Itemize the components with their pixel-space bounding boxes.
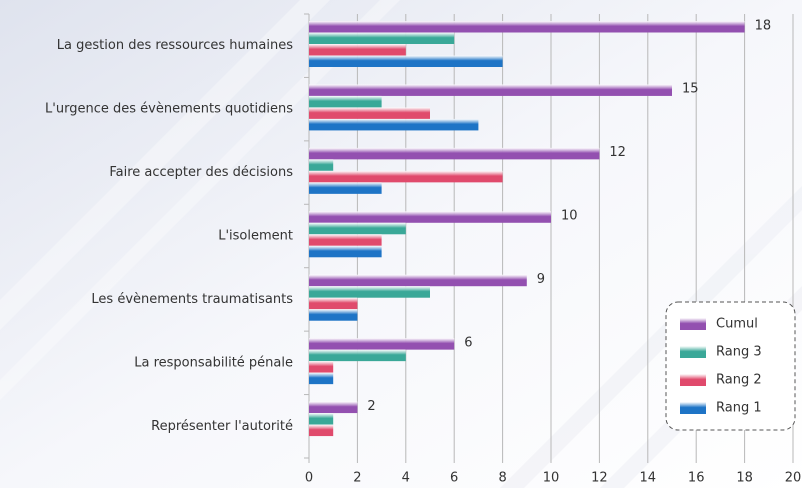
legend-label: Rang 3 bbox=[716, 345, 762, 360]
x-tick-label: 14 bbox=[640, 471, 657, 486]
legend-label: Rang 2 bbox=[716, 373, 762, 388]
bar bbox=[309, 84, 672, 96]
bar bbox=[309, 171, 503, 183]
bar bbox=[309, 148, 599, 160]
bar bbox=[309, 309, 357, 321]
data-label: 10 bbox=[561, 209, 578, 224]
bar bbox=[309, 234, 382, 246]
legend-label: Cumul bbox=[716, 317, 758, 332]
y-tick-label: Faire accepter des décisions bbox=[109, 165, 293, 180]
bar bbox=[309, 21, 745, 33]
y-tick-label: L'urgence des évènements quotidiens bbox=[45, 102, 293, 117]
x-tick-label: 2 bbox=[353, 471, 361, 486]
x-tick-label: 10 bbox=[543, 471, 560, 486]
legend-swatch bbox=[680, 402, 706, 414]
bar bbox=[309, 56, 503, 68]
bar bbox=[309, 425, 333, 437]
bar bbox=[309, 211, 551, 223]
x-tick-label: 20 bbox=[785, 471, 802, 486]
data-label: 6 bbox=[464, 335, 472, 350]
bar bbox=[309, 33, 454, 45]
bar bbox=[309, 182, 382, 194]
legend-swatch bbox=[680, 346, 706, 358]
bar bbox=[309, 44, 406, 56]
chart: 0 2 4 6 8 10 12 14 16 18 20 La gestion des ressourc… bbox=[0, 0, 802, 488]
x-tick-label: 0 bbox=[305, 471, 313, 486]
y-tick-label: La gestion des ressources humaines bbox=[57, 38, 293, 53]
bar bbox=[309, 402, 357, 414]
x-tick-label: 4 bbox=[402, 471, 410, 486]
bar bbox=[309, 107, 430, 119]
bar bbox=[309, 119, 478, 131]
y-tick-label: L'isolement bbox=[218, 229, 293, 244]
bar bbox=[309, 361, 333, 373]
bar bbox=[309, 246, 382, 257]
x-tick-label: 6 bbox=[450, 471, 458, 486]
bar bbox=[309, 286, 430, 298]
y-tick-label: La responsabilité pénale bbox=[134, 355, 293, 370]
data-label: 12 bbox=[609, 145, 626, 160]
bar bbox=[309, 223, 406, 235]
x-tick-label: 16 bbox=[688, 471, 705, 486]
bar bbox=[309, 338, 454, 350]
data-label: 2 bbox=[367, 399, 375, 414]
data-label: 9 bbox=[537, 272, 545, 287]
legend-label: Rang 1 bbox=[716, 401, 762, 416]
data-label: 18 bbox=[755, 18, 772, 33]
legend-swatch bbox=[680, 318, 706, 330]
bar bbox=[309, 298, 357, 310]
x-tick-label: 8 bbox=[498, 471, 506, 486]
data-label: 15 bbox=[682, 82, 699, 97]
bar bbox=[309, 96, 382, 108]
bar bbox=[309, 373, 333, 385]
bar bbox=[309, 350, 406, 362]
bar bbox=[309, 159, 333, 171]
x-tick-label: 12 bbox=[591, 471, 608, 486]
legend-swatch bbox=[680, 374, 706, 386]
y-tick-label: Représenter l'autorité bbox=[151, 419, 293, 434]
y-tick-label: Les évènements traumatisants bbox=[91, 292, 293, 307]
bar bbox=[309, 413, 333, 425]
x-tick-label: 18 bbox=[736, 471, 753, 486]
bar bbox=[309, 275, 527, 287]
